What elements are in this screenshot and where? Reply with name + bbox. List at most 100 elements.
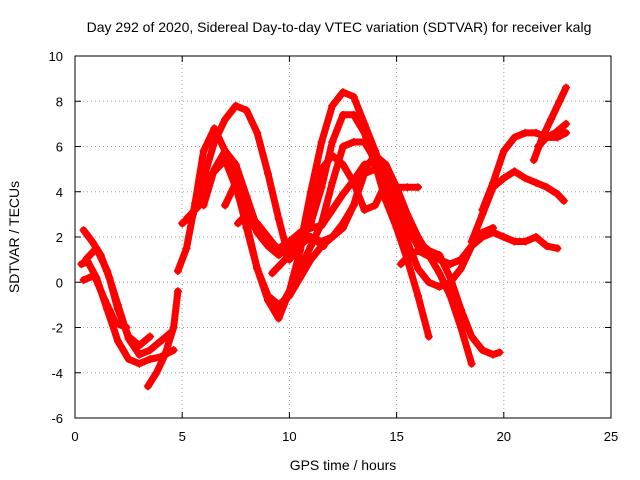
- series-sat-n: [396, 228, 562, 269]
- data-point: [542, 242, 551, 251]
- series-sat-r: [534, 119, 570, 151]
- data-point: [349, 178, 358, 187]
- data-point: [156, 337, 165, 346]
- data-point: [146, 346, 155, 355]
- data-point: [405, 251, 414, 260]
- data-point: [319, 242, 328, 251]
- data-point: [221, 147, 230, 156]
- series-sat-p: [478, 128, 570, 214]
- data-point: [242, 106, 251, 115]
- data-point: [143, 382, 152, 391]
- axis-ticks: 0 5 10 15 20 25 -6 -4 -2 0 2 4 6 8 10: [49, 49, 619, 444]
- data-point: [199, 147, 208, 156]
- data-point: [317, 219, 326, 228]
- data-point: [510, 133, 519, 142]
- data-point: [281, 255, 290, 264]
- data-point: [371, 201, 380, 210]
- data-point: [113, 337, 122, 346]
- data-point: [467, 359, 476, 368]
- data-point: [489, 350, 498, 359]
- data-point: [339, 142, 347, 151]
- data-point: [542, 183, 551, 192]
- series-sat-l: [274, 137, 433, 314]
- data-point: [360, 128, 369, 137]
- data-point: [124, 334, 133, 343]
- data-point: [146, 355, 155, 364]
- data-point: [435, 255, 444, 264]
- data-point: [531, 178, 540, 187]
- data-point: [396, 260, 405, 269]
- data-point: [135, 350, 144, 359]
- data-point: [551, 128, 560, 137]
- data-point: [521, 237, 530, 246]
- data-point: [360, 137, 369, 146]
- data-point: [199, 201, 208, 210]
- x-tick-label: 20: [497, 429, 511, 444]
- data-point: [152, 368, 161, 377]
- data-point: [495, 348, 504, 357]
- data-point: [546, 115, 555, 124]
- data-point: [403, 183, 412, 192]
- data-point: [103, 266, 112, 275]
- data-point: [169, 323, 178, 332]
- data-point: [88, 237, 97, 246]
- data-point: [456, 264, 465, 273]
- data-point: [531, 128, 540, 137]
- data-point: [446, 260, 455, 269]
- data-point: [169, 346, 178, 355]
- y-axis-label: SDTVAR / TECUs: [6, 181, 22, 293]
- data-point: [381, 183, 390, 192]
- data-point: [253, 264, 262, 273]
- series-sat-c: [81, 244, 176, 359]
- data-point: [422, 251, 431, 260]
- data-point: [79, 275, 88, 284]
- data-point: [77, 260, 86, 269]
- data-point: [328, 101, 337, 110]
- data-point: [263, 169, 272, 178]
- y-tick-label: 0: [56, 275, 63, 290]
- data-point: [274, 314, 283, 323]
- y-tick-label: -6: [51, 411, 63, 426]
- data-point: [553, 190, 562, 199]
- data-point: [92, 244, 101, 253]
- data-point: [263, 296, 272, 305]
- data-point: [231, 178, 240, 187]
- data-point: [285, 237, 294, 246]
- data-point: [349, 137, 358, 146]
- data-point: [392, 223, 401, 232]
- data-point: [317, 183, 326, 192]
- data-point: [233, 219, 242, 228]
- data-point: [414, 264, 423, 273]
- data-point: [111, 318, 120, 327]
- data-point: [392, 205, 401, 214]
- data-point: [424, 278, 433, 287]
- data-point: [435, 269, 444, 278]
- data-point: [339, 88, 347, 97]
- data-point: [499, 147, 508, 156]
- data-point: [561, 119, 570, 128]
- data-point: [231, 160, 240, 169]
- data-point: [317, 137, 326, 146]
- x-tick-label: 15: [389, 429, 403, 444]
- data-point: [499, 174, 508, 183]
- x-tick-label: 0: [71, 429, 78, 444]
- data-point: [210, 137, 219, 146]
- data-point: [521, 128, 530, 137]
- data-point: [553, 244, 562, 253]
- y-tick-label: 6: [56, 140, 63, 155]
- data-point: [424, 332, 433, 341]
- data-point: [146, 332, 155, 341]
- data-point: [210, 165, 219, 174]
- data-series: [77, 83, 570, 391]
- data-point: [531, 233, 540, 241]
- data-point: [182, 214, 191, 223]
- data-point: [360, 205, 369, 214]
- data-point: [124, 355, 133, 364]
- data-point: [467, 237, 476, 246]
- x-tick-label: 25: [604, 429, 618, 444]
- data-point: [414, 183, 423, 192]
- data-point: [561, 83, 570, 92]
- data-point: [403, 223, 412, 232]
- data-point: [90, 271, 99, 280]
